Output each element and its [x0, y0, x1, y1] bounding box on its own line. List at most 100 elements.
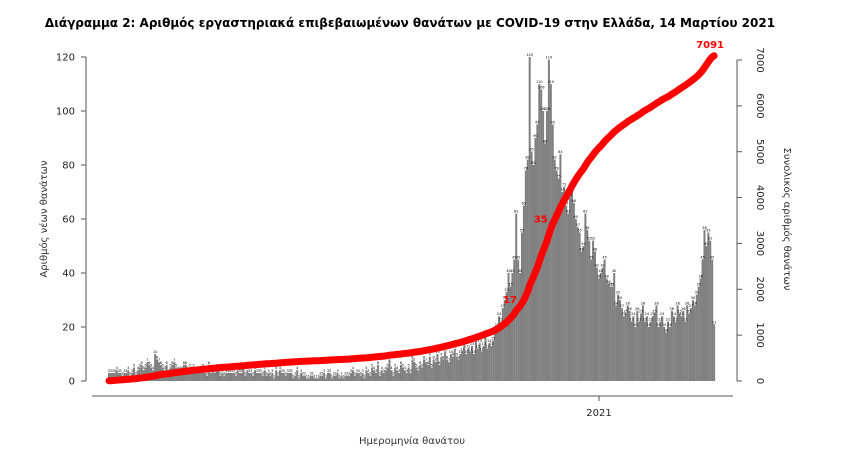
bar	[678, 313, 681, 381]
bar	[574, 219, 577, 381]
bar-value-label: 1	[313, 374, 315, 378]
bar-value-label: 24	[497, 312, 502, 316]
bar	[417, 370, 420, 381]
bar	[709, 240, 712, 381]
bar-value-label: 35	[696, 283, 700, 287]
bar-value-label: 4	[179, 366, 182, 370]
bar-value-label: 3	[240, 369, 242, 373]
bar	[265, 375, 268, 381]
bar	[240, 372, 243, 381]
bar-value-label: 24	[660, 312, 665, 316]
bar	[492, 340, 495, 381]
bar-value-label: 25	[652, 310, 656, 314]
bar-value-label: 28	[654, 301, 658, 305]
bar-value-label: 5	[431, 364, 433, 368]
bar	[236, 370, 239, 381]
bar	[465, 354, 468, 381]
bar-value-label: 8	[423, 355, 425, 359]
bar	[447, 362, 451, 381]
bar	[572, 202, 575, 381]
bar	[392, 375, 395, 381]
bar	[455, 356, 458, 381]
bar	[680, 316, 683, 381]
bar-value-label: 20	[668, 323, 672, 327]
bar	[334, 375, 337, 381]
bar-value-label: 5	[394, 364, 396, 368]
bar	[486, 348, 489, 381]
bar	[234, 375, 237, 381]
bar	[223, 375, 226, 381]
bar-value-label: 22	[683, 318, 687, 322]
right-tick-label: 3000	[754, 231, 765, 256]
bar	[230, 372, 233, 381]
chart-title: Διάγραμμα 2: Αριθμός εργαστηριακά επιβεβ…	[45, 16, 775, 30]
bar	[209, 372, 212, 381]
bar-value-label: 4	[127, 366, 130, 370]
bar-value-label: 45	[700, 256, 704, 260]
bar-value-label: 3	[327, 369, 329, 373]
bar	[676, 305, 679, 381]
bar-value-label: 66	[572, 199, 576, 203]
bar-value-label: 27	[689, 304, 693, 308]
bar-value-label: 22	[637, 318, 641, 322]
bar-value-label: 3	[383, 369, 385, 373]
bar-value-label: 1	[338, 374, 340, 378]
bar	[467, 348, 470, 381]
bar	[451, 356, 454, 381]
bar-value-label: 5	[189, 364, 191, 368]
bar-value-label: 24	[645, 312, 650, 316]
bar-value-label: 78	[554, 166, 558, 170]
bar-value-label: 9	[429, 353, 431, 357]
bar-value-label: 6	[400, 361, 402, 365]
bar	[599, 273, 602, 381]
bar	[302, 375, 305, 381]
cumulative-annotation: 17	[503, 295, 517, 306]
bar	[215, 370, 218, 381]
bar	[620, 308, 623, 381]
bar-value-label: 2	[392, 372, 394, 376]
bar	[609, 286, 612, 381]
bar	[323, 372, 326, 381]
bar	[340, 375, 343, 381]
bar-value-label: 6	[208, 361, 210, 365]
bar	[469, 351, 472, 381]
bar	[666, 321, 669, 381]
bar-value-label: 2	[321, 372, 323, 376]
bar-value-label: 2	[285, 372, 287, 376]
cumulative-annotations: 17 35 7091	[503, 40, 724, 306]
bar	[446, 359, 449, 381]
bar-value-label: 6	[377, 361, 379, 365]
bar-value-label: 4	[352, 366, 355, 370]
bar-value-label: 82	[526, 156, 530, 160]
right-tick-label: 2000	[754, 277, 765, 302]
bar	[567, 213, 570, 381]
bar	[643, 321, 646, 381]
bar-value-label: 22	[658, 318, 662, 322]
bar-value-label: 12	[476, 345, 480, 349]
bar-value-label: 38	[597, 274, 601, 278]
bar	[442, 359, 445, 381]
bar	[244, 375, 247, 381]
bar-value-label: 2	[223, 372, 225, 376]
bar-value-label: 11	[460, 347, 464, 351]
bar-value-label: 11	[479, 347, 483, 351]
bar-value-label: 25	[639, 310, 643, 314]
right-tick-label: 5000	[754, 139, 765, 164]
bar	[655, 305, 658, 381]
bar-value-label: 2	[333, 372, 335, 376]
bar	[617, 294, 620, 381]
bar-value-label: 7	[158, 358, 160, 362]
bar-value-label: 4	[164, 366, 167, 370]
bar	[461, 351, 464, 381]
bar-value-label: 62	[514, 210, 518, 214]
bar-value-label: 1	[292, 374, 294, 378]
left-axis-ticks: 0 20 40 60 80 100 120	[56, 53, 86, 388]
bar	[432, 359, 435, 381]
bar	[511, 273, 514, 381]
bar	[690, 308, 693, 381]
bar-value-label: 3	[288, 369, 290, 373]
bar-value-label: 32	[616, 291, 620, 295]
bar	[396, 370, 399, 381]
bar-value-label: 75	[556, 175, 560, 179]
bar-value-label: 40	[599, 269, 603, 273]
